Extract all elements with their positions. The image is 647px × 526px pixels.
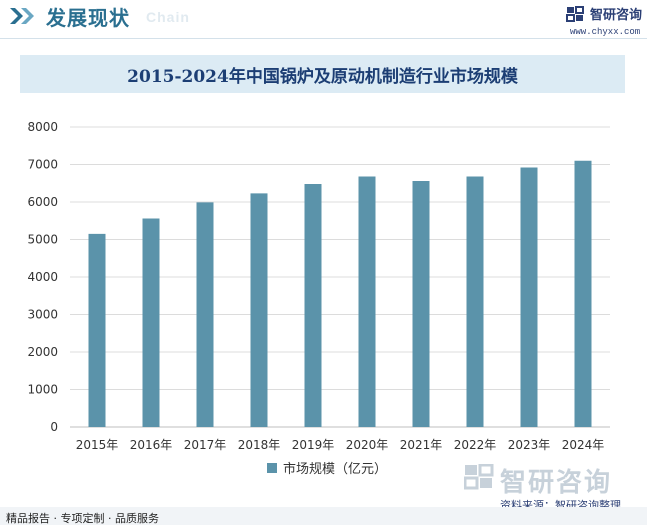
- page-header: 发展现状 Chain 智研咨询 www.chyxx.com: [0, 0, 647, 37]
- bar: [412, 181, 430, 427]
- y-tick-label: 7000: [27, 158, 58, 172]
- y-tick-label: 2000: [27, 345, 58, 359]
- bar: [304, 184, 322, 427]
- y-tick-label: 6000: [27, 195, 58, 209]
- x-tick-label: 2021年: [400, 438, 443, 452]
- chart-title-box: 2015-2024年中国锅炉及原动机制造行业市场规模: [20, 55, 625, 93]
- brand-url: www.chyxx.com: [570, 27, 641, 37]
- section-subtitle: Chain: [146, 9, 190, 25]
- bar: [250, 193, 268, 427]
- watermark-brand: 智研咨询: [500, 468, 613, 498]
- bar: [358, 176, 376, 427]
- chart-title: 2015-2024年中国锅炉及原动机制造行业市场规模: [127, 66, 518, 87]
- y-tick-label: 8000: [27, 120, 58, 134]
- x-tick-label: 2016年: [130, 438, 173, 452]
- header-divider: [0, 38, 647, 39]
- bar: [196, 202, 214, 427]
- chevron-arrows-icon: [10, 8, 34, 24]
- brand-name: 智研咨询: [590, 8, 643, 23]
- bar: [574, 160, 592, 427]
- x-tick-label: 2023年: [508, 438, 551, 452]
- y-tick-label: 1000: [27, 383, 58, 397]
- x-tick-label: 2018年: [238, 438, 281, 452]
- y-tick-label: 3000: [27, 308, 58, 322]
- x-tick-label: 2019年: [292, 438, 335, 452]
- x-tick-label: 2015年: [76, 438, 119, 452]
- footer-bar: [0, 507, 647, 525]
- x-tick-label: 2022年: [454, 438, 497, 452]
- legend-label: 市场规模（亿元）: [283, 462, 388, 477]
- watermark-logo-icon: [464, 464, 494, 490]
- x-tick-label: 2020年: [346, 438, 389, 452]
- chart-legend: 市场规模（亿元）: [267, 458, 387, 477]
- x-tick-label: 2024年: [562, 438, 605, 452]
- section-title: 发展现状: [46, 6, 130, 30]
- bar: [520, 167, 538, 427]
- x-tick-label: 2017年: [184, 438, 227, 452]
- legend-swatch: [267, 462, 277, 473]
- brand-logo-icon: [566, 6, 584, 22]
- bar: [142, 218, 160, 427]
- footer-slogan: 精品报告 · 专项定制 · 品质服务: [6, 512, 159, 525]
- bar: [466, 176, 484, 427]
- y-tick-label: 0: [50, 420, 58, 434]
- bar: [88, 233, 106, 427]
- y-tick-label: 4000: [27, 270, 58, 284]
- y-tick-label: 5000: [27, 233, 58, 247]
